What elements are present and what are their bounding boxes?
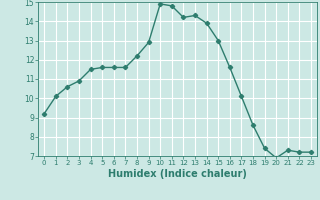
X-axis label: Humidex (Indice chaleur): Humidex (Indice chaleur) [108, 169, 247, 179]
